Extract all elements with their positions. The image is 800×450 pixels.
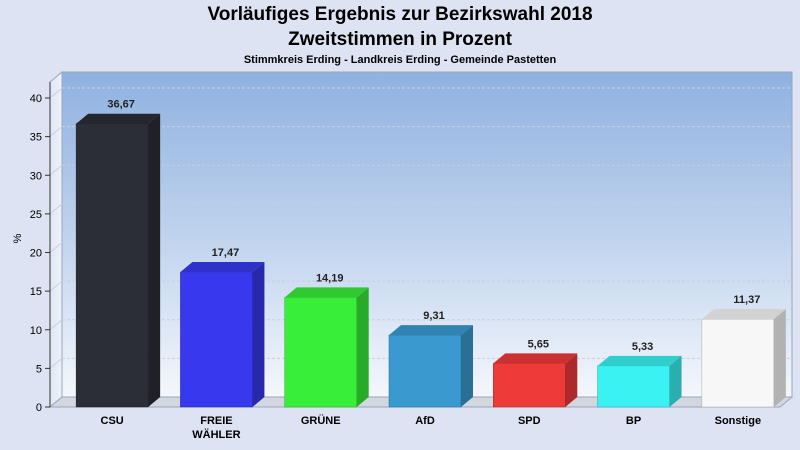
x-tick-label: FREIE bbox=[200, 415, 232, 427]
gridline-side bbox=[49, 280, 63, 292]
gridline-side bbox=[49, 87, 63, 99]
y-axis: 0 5 10 15 20 25 30 35 40% bbox=[12, 82, 51, 414]
data-label: 9,31 bbox=[423, 310, 444, 322]
gridline-side bbox=[49, 242, 63, 253]
bar bbox=[180, 262, 265, 408]
bar-top bbox=[597, 355, 682, 366]
side-wall bbox=[49, 70, 63, 409]
bar-top bbox=[389, 325, 473, 336]
bar-front bbox=[180, 271, 253, 408]
chart-title: Vorläufiges Ergebnis zur Bezirkswahl 201… bbox=[207, 4, 593, 25]
y-tick-label: 5 bbox=[36, 363, 42, 375]
chart-subtitle: Stimmkreis Erding - Landkreis Erding - G… bbox=[243, 54, 557, 66]
bar-top bbox=[180, 262, 265, 273]
gridline-side bbox=[49, 319, 63, 331]
bar bbox=[701, 309, 786, 408]
bar-top bbox=[493, 353, 578, 364]
y-tick-label: 20 bbox=[30, 248, 42, 260]
bar-front bbox=[597, 365, 670, 408]
bar-side bbox=[252, 262, 265, 407]
bar-top bbox=[76, 113, 161, 124]
y-tick-label: 25 bbox=[30, 209, 42, 221]
x-tick-label: GRÜNE bbox=[301, 414, 341, 427]
y-tick-label: 0 bbox=[36, 402, 42, 414]
gridline-side bbox=[49, 126, 63, 138]
gridline-side bbox=[49, 357, 63, 369]
data-label: 14,19 bbox=[316, 272, 344, 284]
y-tick-label: 40 bbox=[30, 93, 42, 105]
bar bbox=[388, 325, 473, 408]
x-tick-label: BP bbox=[626, 415, 641, 427]
bar-front bbox=[388, 334, 462, 408]
x-tick-label: AfD bbox=[415, 415, 435, 427]
gridline-side bbox=[49, 203, 63, 215]
y-axis-label: % bbox=[12, 233, 24, 243]
bar-top bbox=[284, 287, 369, 298]
bar bbox=[597, 355, 682, 408]
bar bbox=[75, 113, 161, 408]
data-label: 5,33 bbox=[632, 341, 653, 353]
bar-front bbox=[284, 297, 357, 408]
gridline-side bbox=[49, 164, 63, 176]
bar bbox=[284, 287, 369, 408]
y-tick-label: 15 bbox=[30, 286, 42, 298]
x-tick-label: WÄHLER bbox=[192, 428, 240, 441]
x-tick-label: SPD bbox=[518, 415, 541, 427]
chart-title-line2: Zweitstimmen in Prozent bbox=[288, 29, 512, 50]
data-label: 5,65 bbox=[528, 338, 549, 350]
bar-front bbox=[75, 123, 149, 408]
bar-side bbox=[565, 353, 578, 407]
bar-side bbox=[461, 325, 473, 407]
bar-front bbox=[701, 318, 775, 408]
bar bbox=[493, 353, 578, 408]
data-label: 11,37 bbox=[733, 294, 760, 306]
x-tick-label: Sonstige bbox=[715, 415, 761, 427]
y-tick-label: 35 bbox=[30, 132, 42, 144]
y-tick-label: 30 bbox=[30, 170, 42, 182]
data-label: 36,67 bbox=[107, 99, 135, 111]
bar-side bbox=[356, 287, 369, 407]
bar-side bbox=[773, 309, 786, 407]
data-label: 17,47 bbox=[212, 247, 240, 259]
bar-front bbox=[493, 363, 566, 408]
bar-top bbox=[701, 309, 786, 320]
x-tick-label: CSU bbox=[101, 415, 124, 427]
bar-side bbox=[148, 113, 161, 408]
y-tick-label: 10 bbox=[30, 325, 42, 337]
bar-side bbox=[669, 355, 682, 407]
bars bbox=[75, 113, 786, 408]
